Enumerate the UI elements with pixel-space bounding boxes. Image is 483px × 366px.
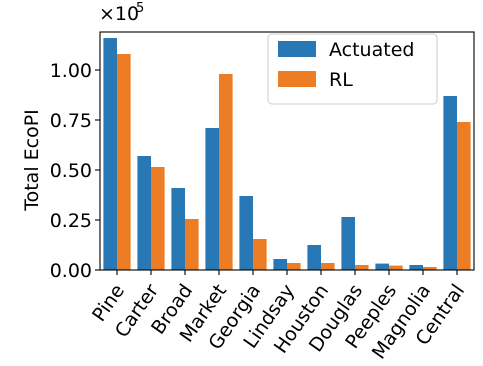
bar-rl-lindsay bbox=[287, 263, 301, 270]
y-tick-label: 0.25 bbox=[50, 210, 92, 232]
bars-layer bbox=[103, 38, 471, 270]
bar-rl-carter bbox=[151, 167, 165, 270]
bar-rl-peeples bbox=[389, 265, 403, 270]
legend: Actuated RL bbox=[267, 33, 438, 105]
bar-actuated-magnolia bbox=[409, 265, 423, 270]
bar-actuated-houston bbox=[307, 245, 321, 270]
bar-actuated-central bbox=[443, 96, 457, 270]
y-axis-label: Total EcoPI bbox=[21, 109, 43, 212]
y-tick-label: 0.00 bbox=[50, 260, 92, 282]
bar-actuated-lindsay bbox=[273, 259, 287, 270]
bar-rl-georgia bbox=[253, 239, 267, 270]
bar-actuated-broad bbox=[171, 188, 185, 270]
bar-rl-pine bbox=[117, 54, 131, 270]
bar-rl-magnolia bbox=[423, 267, 437, 270]
y-tick-label: 0.75 bbox=[50, 110, 92, 132]
legend-swatch-rl bbox=[278, 71, 316, 87]
y-tick-label: 0.50 bbox=[50, 160, 92, 182]
bar-actuated-georgia bbox=[239, 196, 253, 270]
bar-rl-broad bbox=[185, 219, 199, 270]
bar-actuated-douglas bbox=[341, 217, 355, 270]
bar-rl-central bbox=[457, 122, 471, 270]
y-scale-base: ×10 bbox=[99, 3, 139, 25]
legend-swatch-actuated bbox=[278, 41, 316, 57]
bar-rl-douglas bbox=[355, 265, 369, 270]
y-scale-multiplier: ×10 5 bbox=[99, 1, 144, 25]
y-tick-label: 1.00 bbox=[50, 60, 92, 82]
bar-rl-houston bbox=[321, 263, 335, 270]
bar-actuated-peeples bbox=[375, 263, 389, 270]
legend-label-actuated: Actuated bbox=[329, 39, 414, 61]
bar-actuated-carter bbox=[137, 156, 151, 270]
y-scale-exponent: 5 bbox=[136, 1, 144, 16]
bar-actuated-market bbox=[205, 128, 219, 270]
bar-rl-market bbox=[219, 74, 233, 270]
bar-actuated-pine bbox=[103, 38, 117, 270]
legend-label-rl: RL bbox=[329, 69, 353, 91]
